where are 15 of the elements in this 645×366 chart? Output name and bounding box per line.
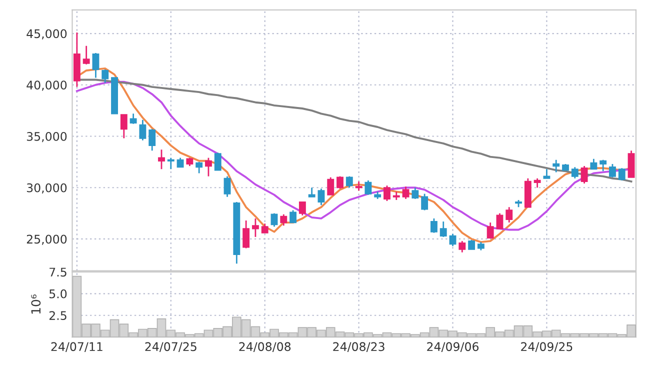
x-tick-label: 24/07/25 bbox=[145, 342, 196, 352]
y-tick-label: 45,000 bbox=[26, 29, 67, 40]
y-tick-label: 25,000 bbox=[26, 234, 67, 245]
y-axis-title: 10⁶ bbox=[31, 294, 41, 314]
x-tick-label: 24/09/06 bbox=[427, 342, 479, 352]
y-tick-label: 7.5 bbox=[50, 268, 66, 277]
x-tick-label: 24/07/11 bbox=[51, 342, 102, 352]
y-tick-label: 40,000 bbox=[26, 80, 67, 91]
y-tick-label: 2.5 bbox=[49, 311, 66, 320]
y-tick-label: 30,000 bbox=[26, 183, 67, 194]
x-tick-label: 24/08/08 bbox=[239, 342, 291, 352]
x-tick-label: 24/08/23 bbox=[333, 342, 384, 352]
y-tick-label: 35,000 bbox=[26, 132, 67, 142]
x-tick-label: 24/09/25 bbox=[521, 342, 572, 352]
y-tick-label: 5.0 bbox=[50, 289, 67, 298]
